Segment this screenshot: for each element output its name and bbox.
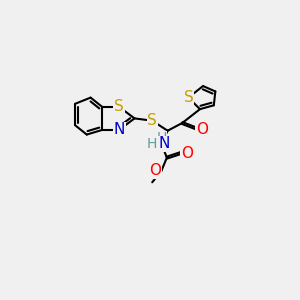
Text: H: H [147, 137, 158, 151]
Text: S: S [147, 113, 157, 128]
Text: O: O [196, 122, 208, 137]
Text: S: S [114, 99, 124, 114]
Text: N: N [158, 136, 169, 151]
Text: O: O [149, 163, 161, 178]
Text: N: N [113, 122, 125, 137]
Text: O: O [181, 146, 193, 160]
Text: S: S [184, 90, 193, 105]
Text: H: H [156, 131, 167, 146]
